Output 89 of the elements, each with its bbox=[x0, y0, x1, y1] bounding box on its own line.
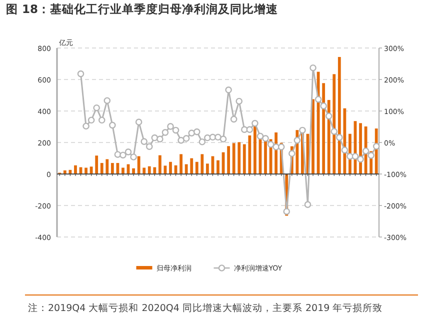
bar bbox=[238, 142, 241, 174]
point bbox=[352, 152, 359, 160]
point bbox=[77, 70, 84, 78]
point bbox=[124, 148, 132, 156]
point bbox=[236, 98, 243, 105]
point bbox=[220, 136, 227, 142]
chart-title: 图 18：基础化工行业单季度归母净利润及同比增速 bbox=[6, 2, 278, 16]
point bbox=[278, 144, 285, 150]
bar bbox=[184, 164, 188, 174]
point bbox=[120, 152, 126, 158]
point bbox=[320, 102, 327, 110]
point bbox=[372, 142, 380, 150]
point bbox=[172, 126, 180, 134]
bar bbox=[248, 135, 252, 174]
text: 注：2019Q4 大幅亏损和 2020Q4 同比增速大幅波动，主要系 2019 年亏损所致 bbox=[28, 302, 383, 314]
bar bbox=[195, 162, 198, 174]
bar bbox=[122, 168, 124, 174]
point bbox=[362, 148, 370, 154]
bar bbox=[338, 56, 341, 174]
point bbox=[346, 152, 354, 160]
point bbox=[140, 138, 148, 145]
bar bbox=[153, 167, 156, 174]
bar bbox=[190, 158, 194, 174]
point bbox=[109, 122, 116, 129]
point bbox=[288, 150, 296, 157]
bar bbox=[227, 146, 230, 174]
point bbox=[104, 97, 111, 104]
point bbox=[240, 126, 248, 133]
point bbox=[246, 126, 254, 133]
point bbox=[267, 140, 274, 148]
point bbox=[230, 116, 238, 123]
point bbox=[336, 134, 343, 141]
point bbox=[93, 104, 100, 112]
point bbox=[299, 126, 306, 134]
bar bbox=[84, 168, 88, 174]
bar bbox=[142, 168, 146, 174]
point bbox=[262, 135, 269, 142]
bar bbox=[132, 168, 135, 174]
point bbox=[193, 128, 200, 136]
bar bbox=[180, 154, 182, 174]
bar bbox=[148, 166, 151, 174]
point bbox=[310, 64, 316, 72]
point bbox=[225, 86, 232, 94]
bar bbox=[137, 156, 140, 174]
bar bbox=[264, 140, 267, 174]
bar bbox=[95, 156, 98, 174]
bar bbox=[200, 154, 204, 174]
bar bbox=[254, 126, 256, 174]
bar bbox=[158, 155, 162, 174]
point bbox=[178, 136, 184, 144]
point bbox=[188, 130, 196, 136]
point bbox=[283, 208, 290, 215]
point bbox=[130, 154, 137, 160]
bar bbox=[74, 165, 77, 174]
point bbox=[330, 128, 338, 135]
bar bbox=[332, 74, 336, 174]
bar bbox=[106, 159, 109, 174]
point bbox=[341, 146, 348, 154]
bar bbox=[242, 144, 246, 174]
bar bbox=[322, 83, 326, 174]
point bbox=[88, 116, 95, 124]
bar bbox=[169, 162, 172, 174]
point bbox=[146, 143, 153, 150]
bar bbox=[232, 143, 236, 174]
point bbox=[357, 156, 364, 163]
point bbox=[304, 201, 312, 208]
point bbox=[314, 96, 322, 103]
bar bbox=[90, 166, 93, 174]
bar bbox=[206, 164, 209, 174]
point bbox=[135, 118, 142, 126]
point bbox=[204, 134, 211, 142]
point bbox=[82, 122, 90, 130]
point bbox=[182, 135, 190, 142]
point bbox=[368, 152, 374, 159]
point bbox=[156, 136, 164, 142]
bar bbox=[216, 160, 220, 174]
point bbox=[98, 116, 106, 124]
point bbox=[162, 129, 169, 136]
point bbox=[252, 120, 258, 127]
point bbox=[151, 134, 158, 142]
point bbox=[198, 138, 206, 146]
bar bbox=[312, 99, 314, 174]
point bbox=[214, 134, 222, 141]
bar bbox=[100, 162, 104, 174]
point bbox=[256, 132, 264, 140]
point bbox=[167, 123, 174, 130]
bar bbox=[110, 162, 114, 174]
point bbox=[325, 112, 332, 120]
point bbox=[294, 136, 301, 144]
